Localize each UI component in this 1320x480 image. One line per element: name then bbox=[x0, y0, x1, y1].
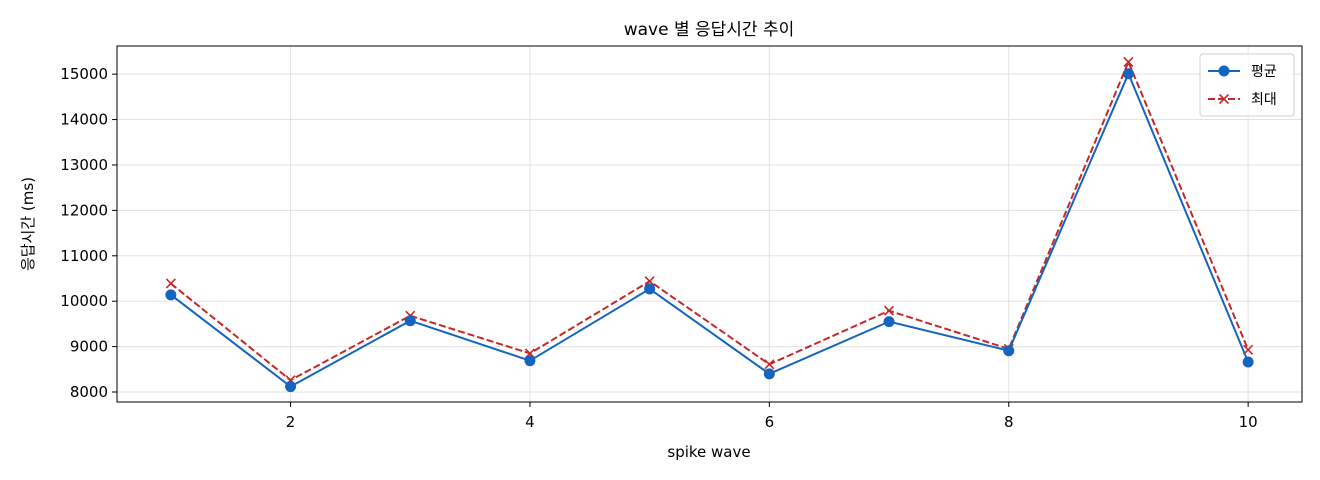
legend-entry: 평균 bbox=[1208, 64, 1277, 80]
legend-entry: 최대 bbox=[1208, 92, 1277, 108]
data-point bbox=[1003, 345, 1015, 357]
y-axis: 8000 9000 10000 11000 12000 13000 14000 15000 bbox=[60, 65, 117, 401]
y-tick-label: 9000 bbox=[70, 338, 108, 356]
x-tick-label: 8 bbox=[1004, 413, 1014, 431]
data-point bbox=[883, 305, 895, 316]
data-point bbox=[1122, 68, 1134, 80]
series-mean bbox=[165, 68, 1254, 393]
x-tick-label: 10 bbox=[1239, 413, 1258, 431]
legend-marker bbox=[1218, 65, 1230, 77]
y-axis-label: 응답시간 (ms) bbox=[19, 177, 37, 271]
data-point bbox=[524, 355, 536, 367]
y-tick-label: 15000 bbox=[60, 65, 108, 83]
legend-marker bbox=[1218, 93, 1230, 105]
data-point bbox=[404, 315, 416, 327]
x-axis: 2 4 6 8 10 bbox=[286, 402, 1258, 431]
data-point bbox=[1123, 56, 1134, 67]
legend-box bbox=[1199, 53, 1295, 117]
y-tick-label: 10000 bbox=[60, 292, 108, 310]
y-tick-label: 14000 bbox=[60, 111, 108, 129]
series-line bbox=[170, 60, 1250, 382]
x-tick-label: 2 bbox=[286, 413, 296, 431]
y-tick-label: 8000 bbox=[70, 383, 108, 401]
y-tick-label: 12000 bbox=[60, 201, 108, 219]
data-point bbox=[644, 276, 655, 287]
data-point bbox=[165, 278, 176, 289]
x-tick-label: 4 bbox=[525, 413, 535, 431]
series-layer bbox=[165, 56, 1254, 393]
data-point bbox=[285, 381, 297, 393]
series-max bbox=[165, 56, 1254, 386]
legend-label: 최대 bbox=[1251, 92, 1277, 108]
series-line bbox=[170, 72, 1250, 388]
data-point bbox=[1242, 356, 1254, 368]
data-point bbox=[883, 316, 895, 328]
chart-title: wave 별 응답시간 추이 bbox=[624, 20, 795, 40]
data-point bbox=[644, 283, 656, 295]
y-tick-label: 13000 bbox=[60, 156, 108, 174]
data-point bbox=[763, 368, 775, 380]
x-tick-label: 6 bbox=[765, 413, 775, 431]
data-point bbox=[165, 289, 177, 301]
y-tick-label: 11000 bbox=[60, 247, 108, 265]
grid-lines bbox=[117, 46, 1302, 402]
legend-label: 평균 bbox=[1251, 64, 1277, 80]
x-axis-label: spike wave bbox=[667, 443, 750, 461]
data-point bbox=[764, 359, 775, 370]
plot-area-frame bbox=[116, 45, 1303, 403]
